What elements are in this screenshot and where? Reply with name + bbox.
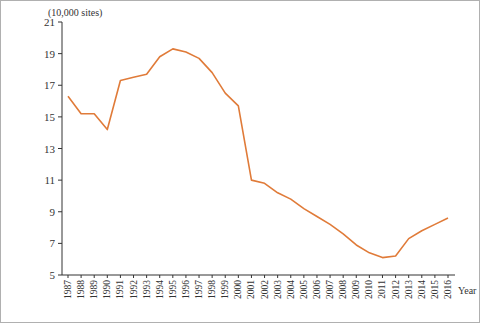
x-tick-label: 2015 (430, 280, 440, 299)
x-tick-label: 2009 (351, 280, 361, 299)
y-tick-label: 11 (44, 174, 55, 186)
x-tick-label: 2013 (404, 280, 414, 299)
x-tick (264, 275, 265, 278)
data-line (68, 49, 448, 258)
x-tick-label: 2008 (338, 280, 348, 299)
x-tick-label: 2014 (417, 280, 427, 299)
x-tick-label: 1989 (89, 280, 99, 299)
x-tick (212, 275, 213, 278)
x-tick (303, 275, 304, 278)
x-tick (225, 275, 226, 278)
y-tick (58, 180, 62, 181)
x-tick (251, 275, 252, 278)
chart: 5791113151719211987198819891990199119921… (0, 0, 480, 323)
x-tick-label: 1990 (102, 280, 112, 299)
x-tick (159, 275, 160, 278)
x-axis-label: Year (458, 285, 477, 296)
y-tick-label: 17 (44, 79, 56, 91)
x-tick-label: 1987 (63, 280, 73, 299)
frame (1, 1, 480, 323)
x-tick (382, 275, 383, 278)
x-tick (120, 275, 121, 278)
x-tick (395, 275, 396, 278)
y-tick (58, 148, 62, 149)
x-tick (421, 275, 422, 278)
x-tick-label: 2016 (443, 280, 453, 299)
x-tick (434, 275, 435, 278)
x-tick (356, 275, 357, 278)
x-tick (330, 275, 331, 278)
y-tick (58, 85, 62, 86)
x-tick-label: 2011 (377, 280, 387, 299)
y-tick-label: 19 (44, 48, 56, 60)
x-tick-label: 2007 (325, 280, 335, 299)
x-tick-label: 1995 (168, 280, 178, 299)
x-tick-label: 1994 (155, 280, 165, 299)
x-tick-label: 1998 (207, 280, 217, 299)
x-tick (316, 275, 317, 278)
y-axis-label: (10,000 sites) (48, 7, 102, 19)
y-tick-label: 7 (50, 237, 56, 249)
y-tick-label: 5 (50, 269, 56, 281)
y-tick (58, 116, 62, 117)
x-tick-label: 2002 (260, 280, 270, 299)
plot-area (68, 49, 448, 258)
x-tick (238, 275, 239, 278)
y-tick-label: 15 (44, 111, 56, 123)
x-tick (133, 275, 134, 278)
x-tick (146, 275, 147, 278)
x-tick-label: 2006 (312, 280, 322, 299)
x-tick-label: 2004 (286, 280, 296, 299)
y-tick (58, 53, 62, 54)
y-tick (58, 243, 62, 244)
x-tick (172, 275, 173, 278)
y-tick (58, 275, 62, 276)
x-tick-label: 1991 (115, 280, 125, 299)
x-tick-label: 2005 (299, 280, 309, 299)
x-tick (68, 275, 69, 278)
x-tick (81, 275, 82, 278)
x-tick (185, 275, 186, 278)
y-tick (58, 22, 62, 23)
x-tick (290, 275, 291, 278)
x-tick (199, 275, 200, 278)
x-tick-label: 1993 (142, 280, 152, 299)
x-tick-label: 1997 (194, 280, 204, 299)
x-tick-label: 2012 (391, 280, 401, 299)
y-tick-label: 13 (44, 143, 56, 155)
x-tick (369, 275, 370, 278)
x-tick-label: 1996 (181, 280, 191, 299)
x-tick (408, 275, 409, 278)
x-tick-label: 1988 (76, 280, 86, 299)
x-tick (94, 275, 95, 278)
x-tick-label: 1992 (129, 280, 139, 299)
x-tick (277, 275, 278, 278)
x-tick-label: 2001 (246, 280, 256, 299)
x-tick-label: 2003 (273, 280, 283, 299)
x-tick (107, 275, 108, 278)
x-tick (448, 275, 449, 278)
x-tick-label: 1999 (220, 280, 230, 299)
x-tick-label: 2000 (233, 280, 243, 299)
x-tick-label: 2010 (364, 280, 374, 299)
y-tick-label: 9 (50, 206, 56, 218)
x-tick (343, 275, 344, 278)
y-tick (58, 211, 62, 212)
